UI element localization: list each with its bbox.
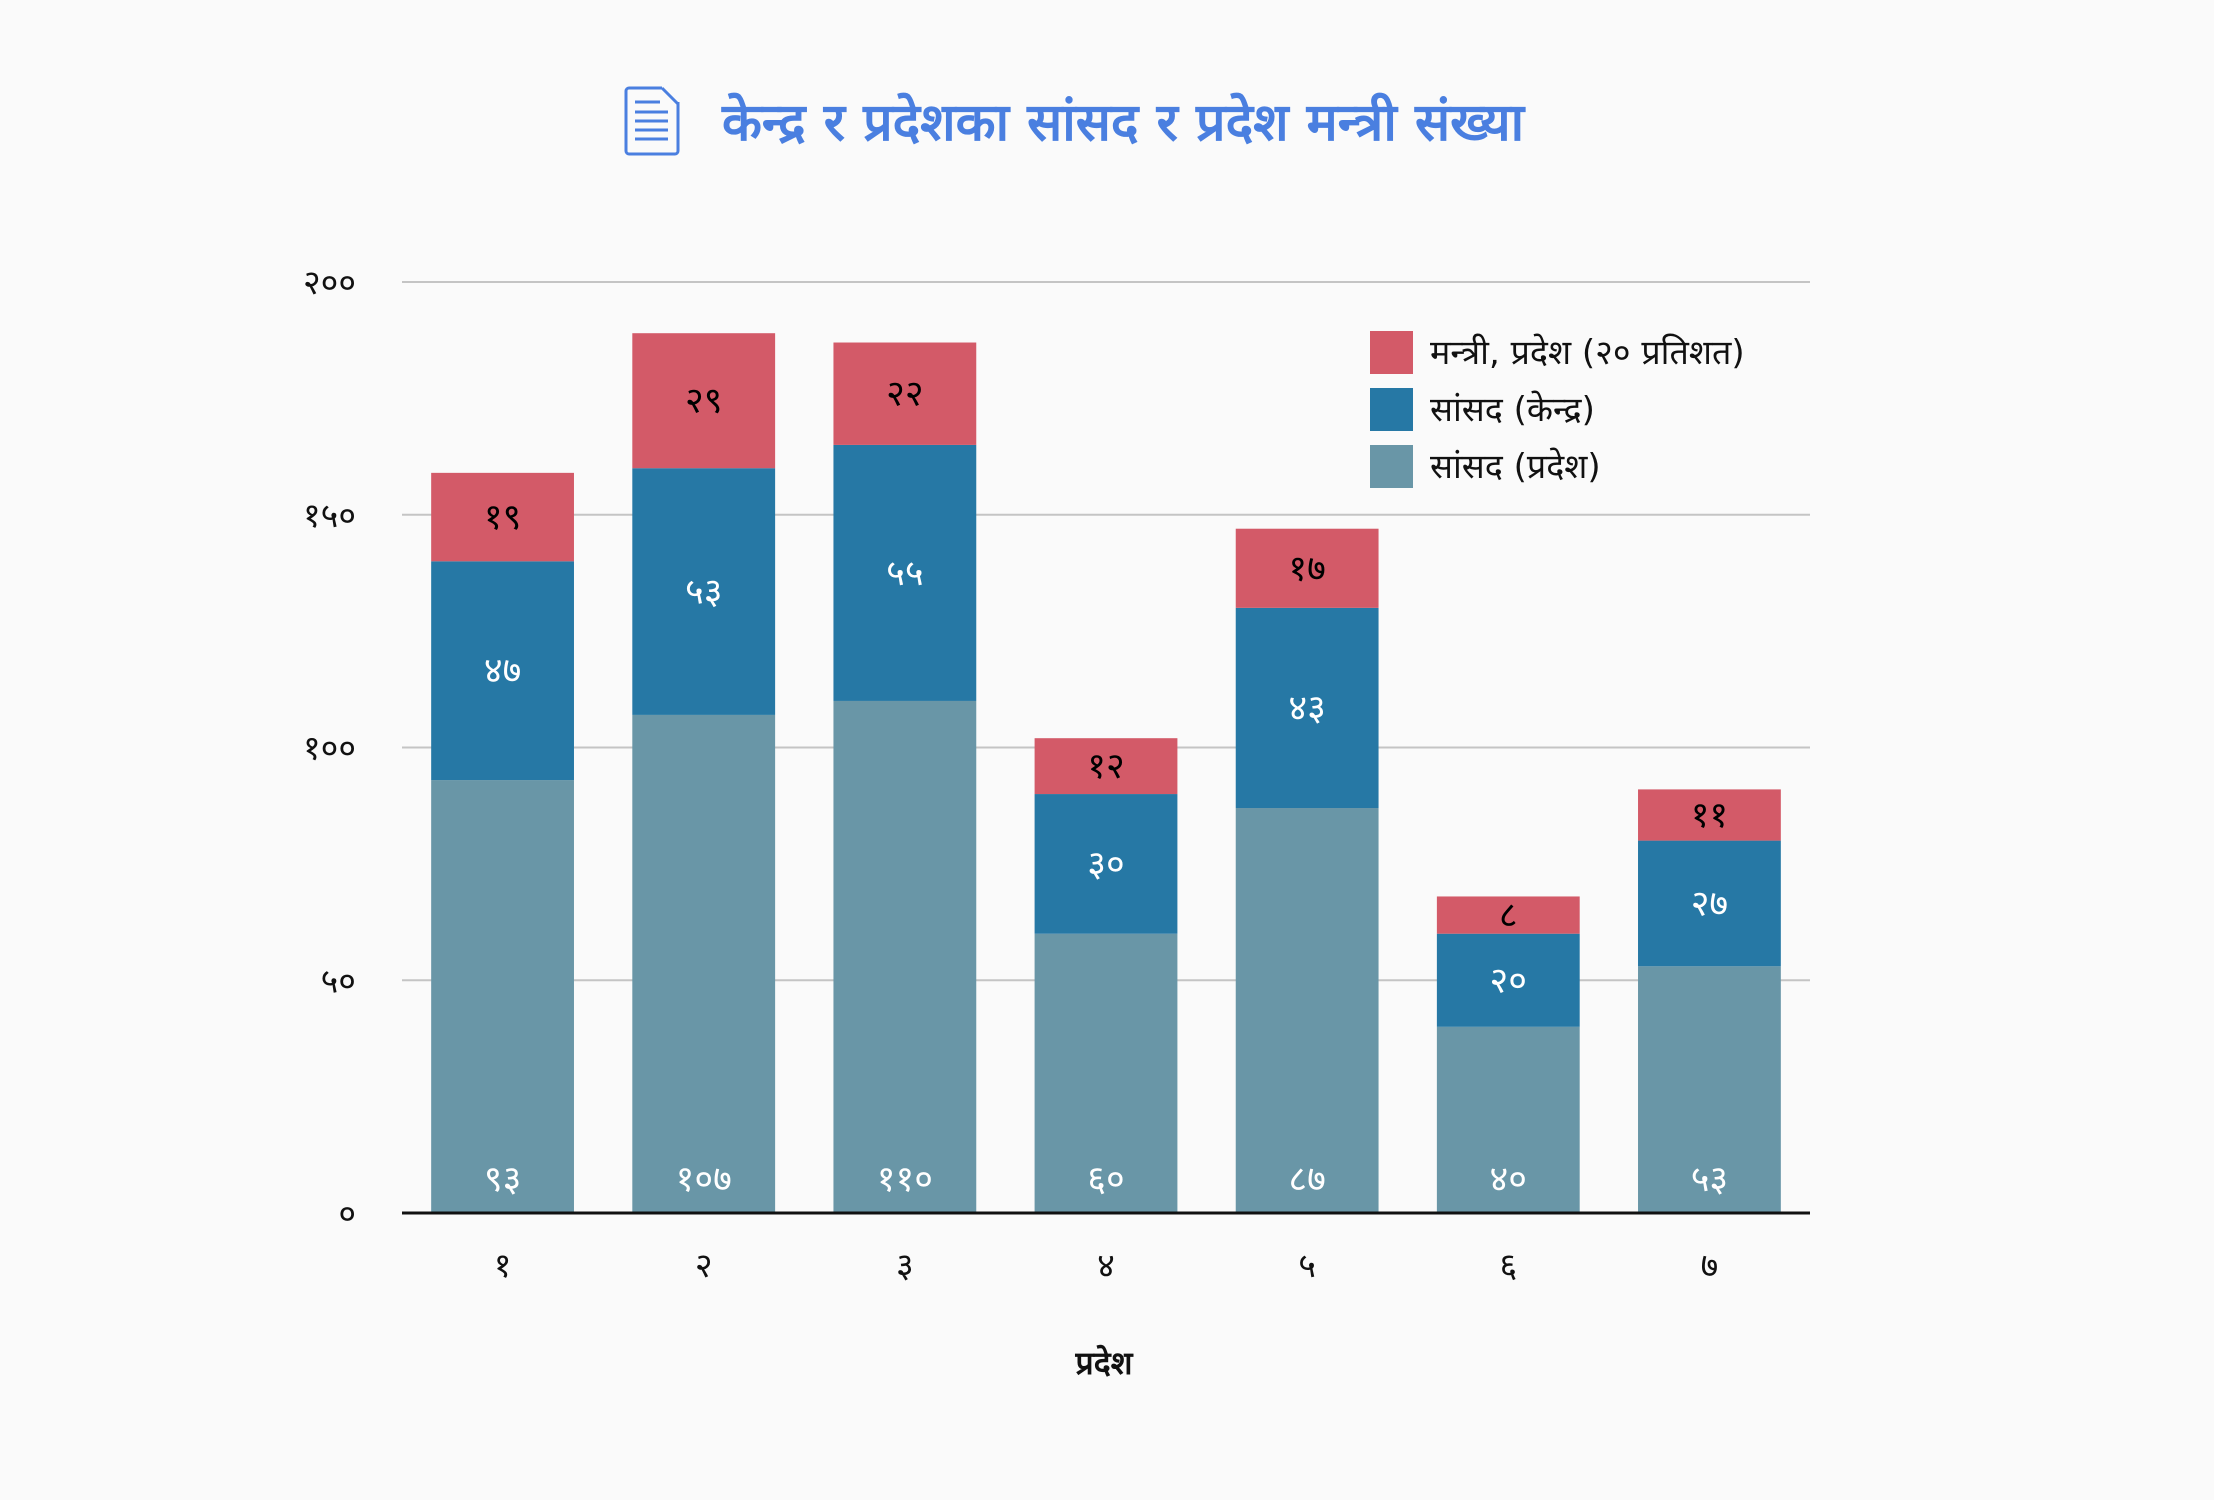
data-label: २९ <box>685 381 722 422</box>
data-label: २२ <box>886 374 923 415</box>
data-label: ८ <box>1499 895 1518 936</box>
data-label: ५३ <box>685 572 722 613</box>
data-label: ६० <box>1087 1159 1124 1200</box>
bar-segment <box>1436 933 1580 1027</box>
data-label: ४० <box>1490 1159 1527 1200</box>
chart-title: केन्द्र र प्रदेशका सांसद र प्रदेश मन्त्र… <box>721 92 1527 153</box>
data-label: २० <box>1490 960 1527 1001</box>
document-list-icon <box>624 86 680 156</box>
legend-label: सांसद (प्रदेश) <box>1430 447 1601 487</box>
bar-segment <box>1235 808 1379 1213</box>
x-tick-label: १ <box>494 1246 512 1286</box>
data-label: ११० <box>877 1159 933 1200</box>
bar-segment <box>632 468 776 715</box>
legend-swatch <box>1370 388 1413 431</box>
bar-segment <box>431 561 574 781</box>
bar-segment <box>833 700 977 1213</box>
data-label: २७ <box>1691 883 1728 924</box>
bar-segment <box>833 342 977 445</box>
bar-segment <box>431 780 574 1213</box>
bar-segment <box>1638 966 1781 1213</box>
bar-segment <box>1436 896 1580 934</box>
bar-segment <box>1034 794 1178 934</box>
y-axis-ticks: ० ५० १०० १५० २०० <box>303 263 356 1234</box>
bar-segment <box>1034 738 1178 795</box>
data-label: ११ <box>1691 795 1728 836</box>
bar-segment <box>632 714 776 1213</box>
chart-title-group: केन्द्र र प्रदेशका सांसद र प्रदेश मन्त्र… <box>624 86 1527 156</box>
bar-segment <box>1436 1026 1580 1213</box>
data-label: १२ <box>1087 746 1124 787</box>
x-tick-label: ६ <box>1499 1246 1517 1286</box>
data-label: ८७ <box>1288 1159 1325 1200</box>
y-tick-label: १०० <box>303 729 356 769</box>
y-tick-label: १५० <box>303 496 356 536</box>
legend-swatch <box>1370 331 1413 374</box>
x-tick-label: ३ <box>896 1246 914 1286</box>
data-label: ४७ <box>484 651 521 692</box>
x-axis-label: प्रदेश <box>1075 1344 1134 1382</box>
bars <box>431 333 1781 1213</box>
y-tick-label: ५० <box>321 961 356 1001</box>
data-label: ३० <box>1087 844 1124 885</box>
bar-segment <box>1638 789 1781 841</box>
bar-segment <box>431 472 574 562</box>
y-tick-label: ० <box>338 1194 356 1234</box>
data-label: ९३ <box>484 1159 521 1200</box>
legend: मन्त्री, प्रदेश (२० प्रतिशत) सांसद (केन्द… <box>1370 331 1745 488</box>
bar-segment <box>833 444 977 701</box>
data-label: ५५ <box>886 553 923 594</box>
bar-segment <box>1034 933 1178 1213</box>
x-tick-label: ४ <box>1097 1246 1115 1286</box>
data-label: १७ <box>1288 548 1325 589</box>
data-label: ५३ <box>1691 1159 1728 1200</box>
x-axis-ticks: १ २ ३ ४ ५ ६ ७ <box>494 1246 1719 1286</box>
legend-label: मन्त्री, प्रदेश (२० प्रतिशत) <box>1430 333 1745 373</box>
bar-segment <box>632 333 776 469</box>
legend-swatch <box>1370 445 1413 488</box>
bar-segment <box>1638 840 1781 967</box>
data-labels: ९३ ४७ १९ १०७ ५३ २९ ११० ५५ २२ ६० ३० १२ ८७ ४३ १७ ४० २० ८ ५३ २… <box>484 374 1728 1200</box>
x-tick-label: २ <box>695 1246 713 1286</box>
bar-segment <box>1235 607 1379 809</box>
data-label: १९ <box>484 497 521 538</box>
data-label: १०७ <box>676 1159 732 1200</box>
x-tick-label: ७ <box>1701 1246 1719 1286</box>
y-tick-label: २०० <box>303 263 356 303</box>
data-label: ४३ <box>1288 688 1325 729</box>
x-tick-label: ५ <box>1298 1246 1316 1286</box>
bar-segment <box>1235 528 1379 608</box>
legend-label: सांसद (केन्द्र) <box>1430 390 1595 430</box>
